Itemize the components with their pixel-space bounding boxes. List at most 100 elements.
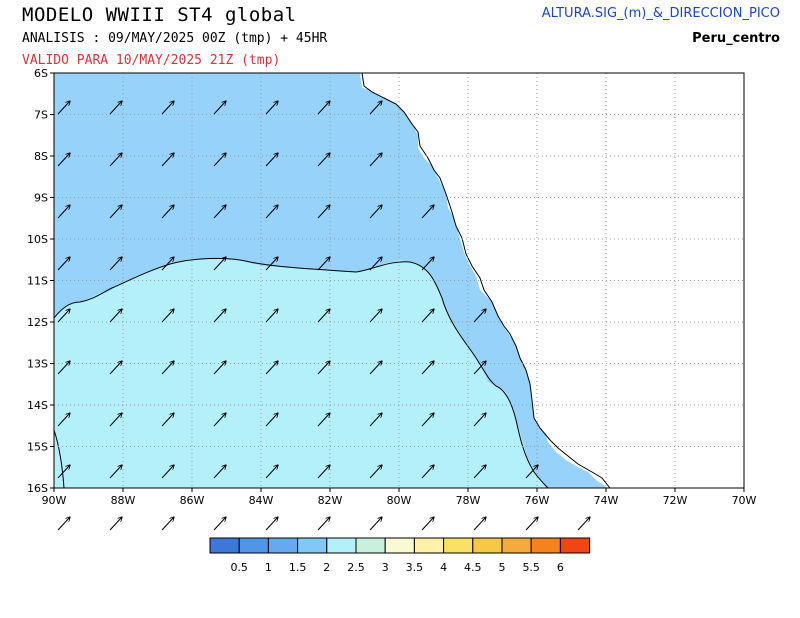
wave-direction-arrow — [473, 361, 486, 375]
legend-value-label: 4 — [440, 561, 447, 574]
wave-direction-arrow — [473, 517, 486, 531]
wave-direction-arrow — [317, 361, 330, 375]
wave-direction-arrow — [109, 517, 122, 531]
legend-color-swatch — [355, 537, 386, 554]
wave-direction-arrow — [317, 257, 330, 271]
wave-direction-arrow — [109, 413, 122, 427]
legend-value-label: 0.5 — [230, 561, 248, 574]
wave-direction-arrow — [369, 361, 382, 375]
lat-label: 15S — [27, 441, 48, 454]
wave-direction-arrow — [57, 361, 70, 375]
legend-color-swatch — [326, 537, 357, 554]
wave-direction-arrow — [421, 309, 434, 323]
wave-direction-arrow — [57, 101, 70, 115]
lat-label: 13S — [27, 358, 48, 371]
wave-direction-arrow — [265, 361, 278, 375]
wave-direction-arrow — [265, 205, 278, 219]
wave-direction-arrow — [161, 309, 174, 323]
wave-direction-arrow — [473, 465, 486, 479]
map-title: MODELO WWIII ST4 global — [22, 4, 297, 26]
wave-direction-arrow — [421, 361, 434, 375]
land-area — [362, 73, 744, 488]
wave-direction-arrow — [213, 153, 226, 167]
lat-label: 16S — [27, 482, 48, 495]
wave-direction-arrow — [421, 465, 434, 479]
lat-label: 10S — [27, 233, 48, 246]
lon-label: 76W — [525, 494, 550, 507]
lon-label: 86W — [180, 494, 205, 507]
wave-direction-arrow — [369, 517, 382, 531]
wave-direction-arrow — [369, 101, 382, 115]
legend-color-swatch — [530, 537, 561, 554]
variable-name: ALTURA.SIG_(m)_&_DIRECCION_PICO — [541, 6, 780, 21]
wave-direction-arrow — [213, 257, 226, 271]
wave-direction-arrow — [317, 309, 330, 323]
legend-value-label: 3.5 — [406, 561, 424, 574]
wave-direction-arrow — [213, 101, 226, 115]
wave-direction-arrow — [265, 153, 278, 167]
wave-direction-arrow — [473, 309, 486, 323]
legend-value-label: 5.5 — [522, 561, 540, 574]
lon-label: 88W — [111, 494, 136, 507]
wave-direction-arrow — [57, 465, 70, 479]
wave-direction-arrow — [161, 205, 174, 219]
legend-color-swatch — [297, 537, 328, 554]
legend-color-swatch — [559, 537, 591, 554]
wave-direction-arrows — [57, 101, 590, 531]
lat-label: 14S — [27, 399, 48, 412]
longitude-labels: 90W 88W 86W 84W 82W 80W 78W 76W 74W 72W 70W — [42, 488, 757, 507]
lon-label: 84W — [249, 494, 274, 507]
legend-color-swatch — [413, 537, 445, 554]
wave-direction-arrow — [213, 517, 226, 531]
wave-direction-arrow — [109, 205, 122, 219]
wave-direction-arrow — [317, 465, 330, 479]
sea-2-2-5m-area — [54, 258, 546, 488]
lat-label: 6S — [34, 67, 48, 80]
wave-direction-arrow — [57, 257, 70, 271]
wave-direction-arrow — [213, 361, 226, 375]
lon-label: 72W — [663, 494, 688, 507]
legend-color-swatch — [267, 537, 299, 554]
wave-direction-arrow — [213, 465, 226, 479]
wave-direction-arrow — [577, 517, 590, 531]
region-name: Peru_centro — [692, 31, 780, 46]
legend-value-label: 4.5 — [464, 561, 482, 574]
lon-label: 74W — [594, 494, 619, 507]
wave-direction-arrow — [473, 413, 486, 427]
legend-value-label: 6 — [557, 561, 564, 574]
wave-direction-arrow — [265, 309, 278, 323]
lon-label: 80W — [387, 494, 412, 507]
wave-direction-arrow — [369, 257, 382, 271]
wave-direction-arrow — [369, 309, 382, 323]
wave-direction-arrow — [525, 465, 538, 479]
wave-direction-arrow — [421, 413, 434, 427]
wave-direction-arrow — [57, 517, 70, 531]
wave-direction-arrow — [161, 413, 174, 427]
wave-direction-arrow — [161, 257, 174, 271]
wave-direction-arrow — [317, 413, 330, 427]
wave-direction-arrow — [265, 465, 278, 479]
legend-color-swatch — [384, 537, 415, 554]
analysis-time: ANALISIS : 09/MAY/2025 00Z (tmp) + 45HR — [22, 31, 328, 46]
lon-label: 70W — [732, 494, 757, 507]
legend-value-label: 2 — [323, 561, 330, 574]
wave-direction-arrow — [109, 153, 122, 167]
wave-direction-arrow — [213, 309, 226, 323]
lat-label: 12S — [27, 316, 48, 329]
coastline — [361, 73, 611, 488]
wave-direction-arrow — [57, 153, 70, 167]
valid-time: VALIDO PARA 10/MAY/2025 21Z (tmp) — [22, 53, 281, 68]
wave-direction-arrow — [161, 101, 174, 115]
wave-direction-arrow — [161, 361, 174, 375]
legend-color-swatch — [238, 537, 269, 554]
wave-direction-arrow — [57, 205, 70, 219]
wave-direction-arrow — [109, 101, 122, 115]
wave-direction-arrow — [265, 517, 278, 531]
wave-direction-arrow — [421, 205, 434, 219]
wave-direction-arrow — [161, 517, 174, 531]
wave-direction-arrow — [369, 465, 382, 479]
wave-direction-arrow — [57, 413, 70, 427]
wave-direction-arrow — [109, 309, 122, 323]
legend-color-swatch — [209, 537, 240, 554]
